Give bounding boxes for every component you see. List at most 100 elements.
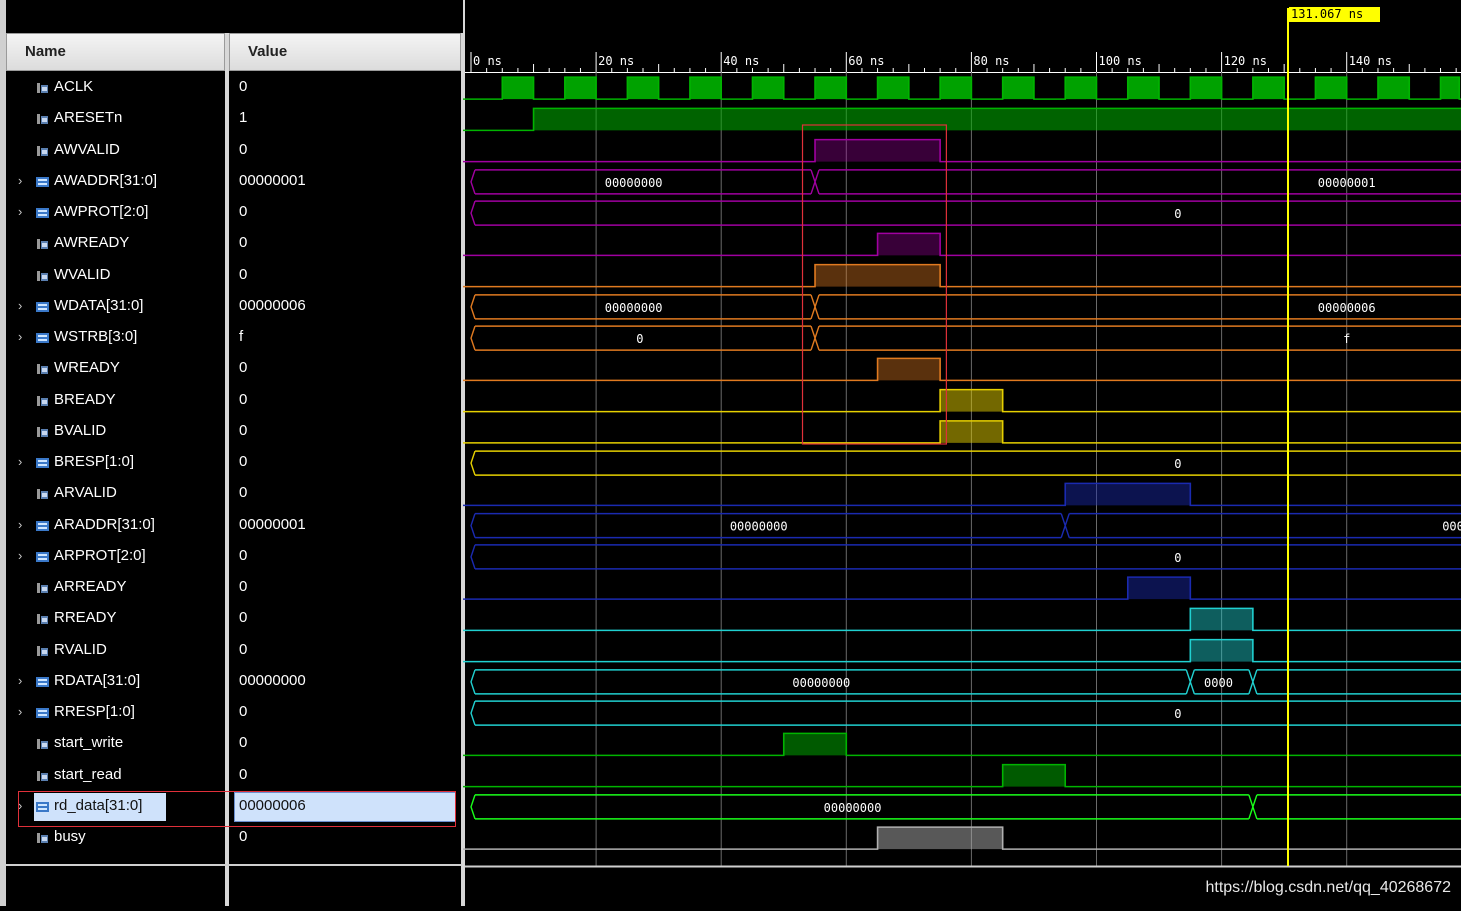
bit-signal-icon: [37, 239, 48, 250]
expand-chevron-icon[interactable]: ›: [18, 516, 23, 532]
expand-chevron-icon[interactable]: ›: [18, 297, 23, 313]
signal-value: 0: [239, 203, 248, 220]
signal-row[interactable]: › RRESP[1:0] 0: [6, 697, 462, 728]
signal-value: 00000001: [239, 515, 306, 533]
signal-value: 0: [239, 546, 248, 564]
bus-value-label: 00000000: [605, 176, 663, 190]
expand-chevron-icon[interactable]: ›: [18, 172, 23, 188]
bus-value-label: 0: [1174, 207, 1181, 221]
signal-name: RDATA[31:0]: [54, 671, 141, 689]
bus-start-edge: [470, 544, 476, 570]
value-column-header[interactable]: Value: [229, 33, 461, 71]
expand-chevron-icon[interactable]: ›: [18, 547, 23, 563]
ruler-label: 20 ns: [598, 54, 634, 68]
column-divider[interactable]: [225, 33, 229, 906]
signal-value: 0: [239, 453, 248, 470]
bus-value-label: 0: [1174, 707, 1181, 721]
signal-row[interactable]: AWREADY 0: [6, 228, 462, 259]
bus-signal-icon: [36, 176, 49, 187]
signal-high-fill: [815, 264, 941, 287]
waveform-canvas[interactable]: 0 ns 20 ns 40 ns 60 ns 80 ns 100 ns 120 ns 140 …: [462, 0, 1461, 906]
signal-value: 0: [239, 390, 248, 408]
bus-signal-icon: [36, 708, 49, 718]
signal-name: AWADDR[31:0]: [54, 171, 158, 189]
expand-chevron-icon[interactable]: ›: [18, 329, 23, 344]
signal-name: BVALID: [54, 421, 107, 439]
ruler-label: 60 ns: [848, 54, 884, 68]
bus-value-label: 00000000: [730, 520, 788, 534]
signal-name: WREADY: [54, 359, 120, 377]
expand-chevron-icon[interactable]: ›: [18, 672, 23, 688]
bus-signal-icon: [36, 301, 49, 312]
signal-high-fill: [1440, 77, 1460, 100]
signal-row[interactable]: RREADY 0: [6, 603, 462, 634]
bus-start-edge: [470, 669, 476, 695]
signal-name: BRESP[1:0]: [54, 453, 135, 470]
signal-row[interactable]: WVALID 0: [6, 260, 462, 291]
signal-row[interactable]: ARVALID 0: [6, 478, 462, 509]
signal-row[interactable]: AWVALID 0: [6, 135, 462, 166]
signal-wave: [463, 263, 1461, 288]
signal-row[interactable]: › BRESP[1:0] 0: [6, 447, 462, 478]
signal-value: 0: [239, 765, 248, 783]
signal-name: RREADY: [54, 609, 117, 627]
signal-row[interactable]: › WSTRB[3:0] f: [6, 322, 462, 353]
signal-row[interactable]: › WDATA[31:0] 00000006: [6, 291, 462, 322]
cursor-time-label[interactable]: 131.067 ns: [1289, 7, 1380, 22]
signal-row[interactable]: › rd_data[31:0] 00000006: [6, 791, 462, 822]
signal-row[interactable]: start_write 0: [6, 728, 462, 759]
signal-name: start_write: [54, 734, 124, 752]
expand-chevron-icon[interactable]: ›: [18, 704, 23, 719]
signal-high-fill: [877, 358, 941, 381]
bus-signal-icon: [36, 333, 49, 343]
signal-value: 0: [239, 78, 248, 95]
signal-row[interactable]: RVALID 0: [6, 635, 462, 666]
signal-row[interactable]: › ARADDR[31:0] 00000001: [6, 510, 462, 541]
bus-transition: [1060, 513, 1070, 538]
signal-row[interactable]: ARESETn 1: [6, 103, 462, 134]
waveform-pane[interactable]: 0 ns 20 ns 40 ns 60 ns 80 ns 100 ns 120 ns 140 …: [462, 0, 1461, 906]
name-column-header[interactable]: Name: [6, 33, 225, 71]
signal-name: RRESP[1:0]: [54, 703, 135, 720]
annotation-box-rd-data: [18, 791, 456, 827]
signal-high-fill: [1127, 77, 1160, 100]
bit-signal-icon: [37, 770, 48, 781]
signal-row[interactable]: › ARPROT[2:0] 0: [6, 541, 462, 572]
signal-high-fill: [1065, 483, 1191, 506]
signal-name: ARREADY: [54, 578, 127, 595]
signal-value: 00000001: [239, 171, 306, 189]
signal-row[interactable]: WREADY 0: [6, 353, 462, 384]
signal-name: ACLK: [54, 78, 94, 95]
bit-signal-icon: [37, 364, 48, 375]
expand-chevron-icon[interactable]: ›: [18, 204, 23, 219]
signal-high-fill: [627, 77, 659, 100]
bus-transition: [810, 294, 820, 320]
signal-value: f: [239, 328, 244, 345]
bus-transition: [810, 325, 820, 351]
signal-high-fill: [815, 139, 941, 162]
signal-row[interactable]: › AWPROT[2:0] 0: [6, 197, 462, 228]
watermark: https://blog.csdn.net/qq_40268672: [1205, 879, 1451, 896]
bit-signal-icon: [37, 395, 48, 406]
signal-value: 0: [239, 140, 248, 158]
signal-high-fill: [940, 420, 1003, 443]
signal-row[interactable]: ACLK 0: [6, 72, 462, 103]
signal-high-fill: [752, 77, 784, 100]
signal-row[interactable]: busy 0: [6, 822, 462, 853]
selection-highlight-value: [234, 791, 456, 822]
signal-row[interactable]: BREADY 0: [6, 385, 462, 416]
expand-chevron-icon[interactable]: ›: [18, 454, 23, 469]
signal-high-fill: [1127, 577, 1191, 600]
signal-wave: [463, 138, 1461, 163]
signal-row[interactable]: ARREADY 0: [6, 572, 462, 603]
signal-row[interactable]: start_read 0: [6, 760, 462, 791]
signal-row[interactable]: › AWADDR[31:0] 00000001: [6, 166, 462, 197]
signal-high-fill: [1190, 77, 1222, 100]
expand-chevron-icon[interactable]: ›: [18, 797, 23, 813]
bit-signal-icon: [37, 583, 48, 593]
bit-signal-icon: [37, 426, 48, 437]
bus-value-label: 00000001: [1318, 176, 1376, 190]
signal-row[interactable]: › RDATA[31:0] 00000000: [6, 666, 462, 697]
signal-row[interactable]: BVALID 0: [6, 416, 462, 447]
signal-high-fill: [564, 77, 597, 100]
